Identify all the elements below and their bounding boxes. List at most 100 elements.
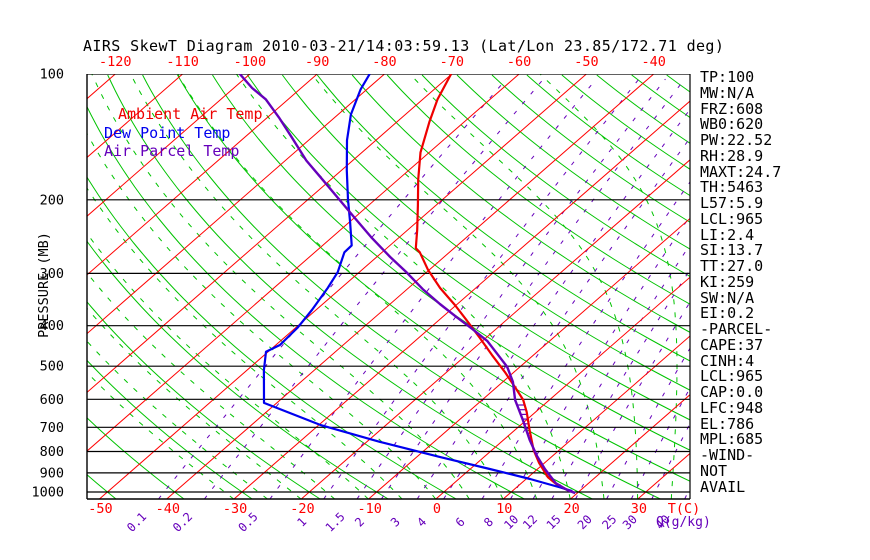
dry-adiabat-line [526,74,690,197]
mixing-ratio-tick-label: 0.1 [124,510,149,535]
dry-adiabat-line [87,105,525,499]
top-temp-tick-label: -100 [234,54,267,70]
mixing-ratio-line [269,78,597,499]
dry-adiabat-line [282,74,690,391]
index-row: NOT [700,461,728,480]
pressure-tick-label: 300 [40,266,64,282]
top-temp-tick-label: -60 [507,54,531,70]
index-row: EL:786 [700,414,755,433]
index-row: RH:28.9 [700,146,764,165]
dry-adiabat-line [87,301,321,499]
top-temp-tick-label: -110 [166,54,199,70]
index-row: PW:22.52 [700,131,773,149]
top-temp-tick-label: -80 [372,54,396,70]
mixing-ratio-tick-label: 12 [520,512,540,532]
dry-adiabat-line [246,74,690,421]
mixing-ratio-line [630,387,690,499]
dry-adiabat-line [177,74,690,482]
background-grid [87,74,690,499]
chart-title: AIRS SkewT Diagram 2010-03-21/14:03:59.1… [83,37,725,55]
index-row: MAXT:24.7 [700,162,782,181]
isotherm-line [87,74,183,159]
sounding-indices-panel: TP:100 MW:N/A FRZ:608 WB0:620 PW:22.52 RH:28.… [700,68,782,496]
pressure-tick-label: 400 [40,318,64,334]
index-row: TT:27.0 [700,257,764,275]
index-row: SI:13.7 [700,241,764,260]
legend-ambient-air-temp: Ambient Air Temp [118,105,263,123]
index-row: LI:2.4 [700,225,755,244]
top-temp-tick-label: -40 [642,54,666,70]
index-row: TH:5463 [700,178,764,197]
index-row: TP:100 [700,68,755,86]
isotherm-line [570,394,690,499]
index-row: CINH:4 [700,351,755,370]
mixing-ratio-line [481,181,690,499]
dry-adiabat-line [561,74,690,170]
index-row: LFC:948 [700,398,764,417]
index-row: MPL:685 [700,430,764,449]
mixing-ratio-tick-label: 8 [481,515,496,530]
isotherm-line [87,74,453,394]
dry-adiabat-line [421,74,690,278]
isotherm-line [166,74,655,499]
bottom-temp-tick-label: -10 [358,501,382,517]
isotherm-line [87,74,385,335]
index-row: MW:N/A [700,83,755,102]
index-row: LCL:965 [700,367,764,386]
curve-air-parcel-temp [238,74,576,495]
top-temp-tick-label: -120 [99,54,132,70]
bottom-temp-tick-label: 0 [433,501,441,517]
mixing-ratio-line [651,422,690,499]
pressure-tick-label: 100 [40,67,64,83]
mixing-ratio-tick-label: 25 [599,512,619,532]
dry-adiabat-line [316,74,690,362]
index-row: -WIND- [700,446,755,464]
pressure-axis-title: PRESSURE (MB) [36,232,52,338]
top-temp-tick-label: -50 [574,54,598,70]
bottom-temp-tick-label: -20 [290,501,314,517]
mixing-ratio-line [356,78,666,499]
mixing-ratio-line [575,301,690,499]
plot-frame [86,74,691,500]
moist-adiabat-line [87,132,437,499]
isotherm-line [435,276,690,499]
index-row: L57:5.9 [700,194,764,212]
index-row: KI:259 [700,272,755,291]
index-row: AVAIL [700,477,746,496]
pressure-tick-label: 1000 [31,485,64,501]
bottom-temp-tick-label: -50 [88,501,112,517]
isotherm-line [87,74,520,452]
index-row: CAP:0.0 [700,383,764,401]
moist-adiabat-line [235,74,571,499]
pressure-tick-label: 900 [40,465,64,481]
index-row: FRZ:608 [700,99,764,118]
bottom-temp-tick-label: -30 [223,501,247,517]
bottom-temp-tick-label: -40 [156,501,180,517]
mixing-ratio-unit-label: Q(g/kg) [656,515,711,530]
isotherm-line [300,159,690,499]
isotherm-line [87,74,251,217]
dry-adiabat-line [87,176,457,499]
legend-dew-point-temp: Dew Point Temp [104,123,231,142]
mixing-ratio-tick-label: 6 [453,515,468,530]
dry-adiabat-line [107,74,593,499]
dry-adiabat-line [87,359,253,499]
mixing-ratio-line [606,347,690,499]
index-row: EI:0.2 [700,304,755,323]
isotherm-line [99,74,587,499]
dry-adiabat-line [212,74,690,451]
mixing-ratio-tick-label: 3 [388,515,403,530]
isotherm-line [368,217,690,499]
isotherm-line [87,74,318,276]
dry-adiabat-line [456,74,690,250]
isotherm-line [502,335,690,499]
pressure-tick-label: 200 [40,192,64,208]
index-row: -PARCEL- [700,320,773,338]
top-temp-tick-label: -90 [305,54,329,70]
mixing-ratio-line [510,215,690,499]
pressure-tick-label: 500 [40,359,64,375]
dry-adiabat-line [87,240,389,499]
pressure-tick-label: 600 [40,392,64,408]
